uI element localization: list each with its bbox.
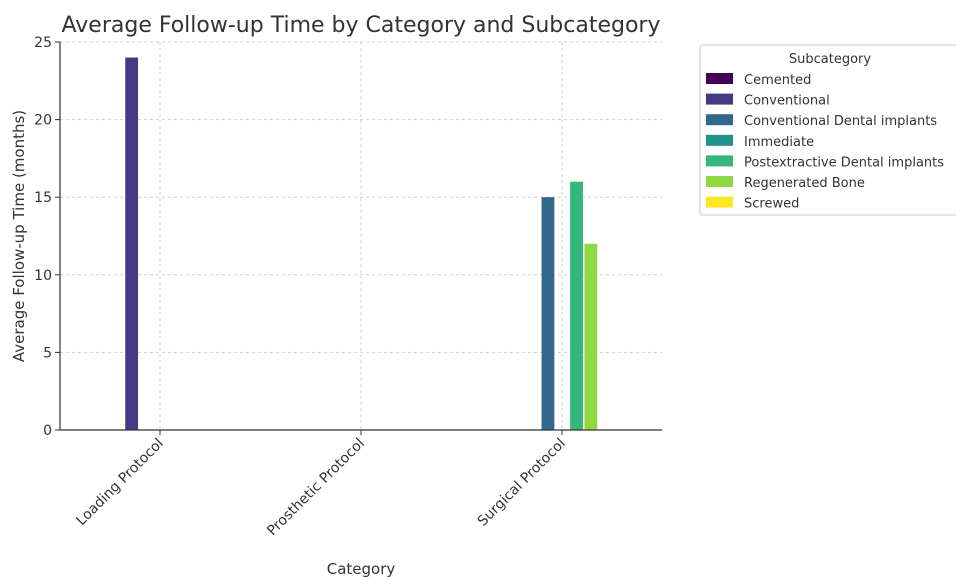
y-tick-label-20: 20 <box>34 113 52 129</box>
grid-layer <box>60 41 662 430</box>
bar-conventional-0 <box>125 57 139 431</box>
legend-label-3: Immediate <box>744 135 814 150</box>
x-tick-label-1: Prosthetic Protocol <box>264 436 368 540</box>
y-tick-label-5: 5 <box>43 345 52 361</box>
y-tick-label-0: 0 <box>43 423 52 439</box>
y-axis-label: Average Follow-up Time (months) <box>10 110 28 362</box>
y-tick-layer: 0 5 10 15 20 25 <box>34 35 60 439</box>
legend: Subcategory Cemented Conventional Conventi… <box>699 44 956 216</box>
bar-postextractive-dental-implants-2 <box>570 181 583 430</box>
legend-items: Cemented Conventional Conventional Dental … <box>706 73 944 212</box>
legend-label-4: Postextractive Dental implants <box>744 155 944 170</box>
legend-label-1: Conventional <box>744 94 830 109</box>
legend-swatch-2 <box>706 114 733 126</box>
chart-title: Average Follow-up Time by Category and S… <box>62 13 661 38</box>
legend-swatch-4 <box>706 155 733 167</box>
legend-swatch-6 <box>706 196 733 208</box>
y-tick-label-15: 15 <box>34 190 52 206</box>
x-axis-label: Category <box>327 560 396 577</box>
legend-label-5: Regenerated Bone <box>744 176 865 191</box>
legend-title: Subcategory <box>789 52 872 67</box>
bar-conventional-dental-implants-2 <box>541 197 555 430</box>
legend-label-2: Conventional Dental implants <box>744 114 937 129</box>
legend-swatch-0 <box>706 73 733 84</box>
bar-regenerated-bone-2 <box>584 243 598 430</box>
legend-frame <box>699 44 956 216</box>
legend-label-6: Screwed <box>744 197 799 212</box>
legend-swatch-1 <box>706 93 733 105</box>
x-tick-label-2: Surgical Protocol <box>475 436 569 530</box>
y-tick-label-10: 10 <box>34 268 52 284</box>
legend-swatch-5 <box>706 176 733 187</box>
x-tick-label-0: Loading Protocol <box>73 436 166 529</box>
bars-layer <box>125 57 598 431</box>
x-tick-layer: Loading Protocol Prosthetic Protocol Surgi… <box>73 430 569 540</box>
legend-label-0: Cemented <box>744 73 811 88</box>
legend-swatch-3 <box>706 134 733 146</box>
y-tick-label-25: 25 <box>34 35 52 51</box>
